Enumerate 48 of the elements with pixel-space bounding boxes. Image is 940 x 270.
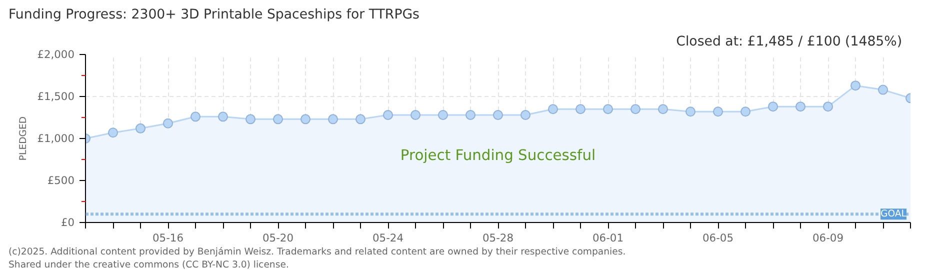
point <box>740 106 750 117</box>
point <box>218 112 228 122</box>
text: Shared under the creative commons (CC BY-NC 3.0) license. <box>8 260 289 270</box>
point <box>328 114 338 124</box>
point <box>520 110 530 120</box>
point <box>850 80 860 91</box>
point <box>410 110 420 120</box>
y-tick-label: £1,000 <box>37 132 75 145</box>
point <box>438 110 448 120</box>
x-tick-label: 05-24 <box>372 232 404 244</box>
point <box>493 110 503 120</box>
y-axis-title: PLEDGED <box>18 116 30 161</box>
annotation: Project Funding Successful <box>400 146 596 164</box>
x-tick-label: 06-01 <box>592 232 624 244</box>
point <box>823 102 833 112</box>
point <box>768 102 778 112</box>
y-tick-label: £0 <box>60 216 75 229</box>
point <box>576 104 586 114</box>
ref-line-label: GOAL <box>880 208 908 220</box>
x-tick-label: 05-16 <box>152 232 184 244</box>
y-tick-label: £2,000 <box>37 48 75 61</box>
point <box>548 104 558 114</box>
point <box>136 123 146 134</box>
y-tick-label: £500 <box>47 174 75 187</box>
y-tick-label: £1,500 <box>37 90 75 103</box>
point <box>713 106 723 117</box>
point <box>686 106 696 117</box>
point <box>108 128 118 138</box>
chart-title: Funding Progress: 2300+ 3D Printable Spaceships for TTRPGs <box>8 8 420 22</box>
text: (c)2025. Additional content provided by Benjámin Weisz. Trademarks and related content are owned by their respective companies. <box>8 246 626 258</box>
chart-subtitle: Closed at: £1,485 / £100 (1485%) <box>676 34 902 50</box>
point <box>300 114 310 124</box>
point <box>163 118 173 128</box>
x-tick-label: 06-09 <box>812 232 844 244</box>
point <box>603 104 613 114</box>
point <box>190 112 200 122</box>
x-tick-label: 05-28 <box>482 232 514 244</box>
point <box>630 104 640 114</box>
point <box>356 114 366 124</box>
point <box>658 104 668 114</box>
point <box>796 102 806 112</box>
point <box>383 110 393 120</box>
point <box>273 114 283 124</box>
x-tick-label: 05-20 <box>262 232 294 244</box>
point <box>246 114 256 124</box>
point <box>878 84 888 95</box>
x-tick-label: 06-05 <box>702 232 734 244</box>
point <box>466 110 476 120</box>
